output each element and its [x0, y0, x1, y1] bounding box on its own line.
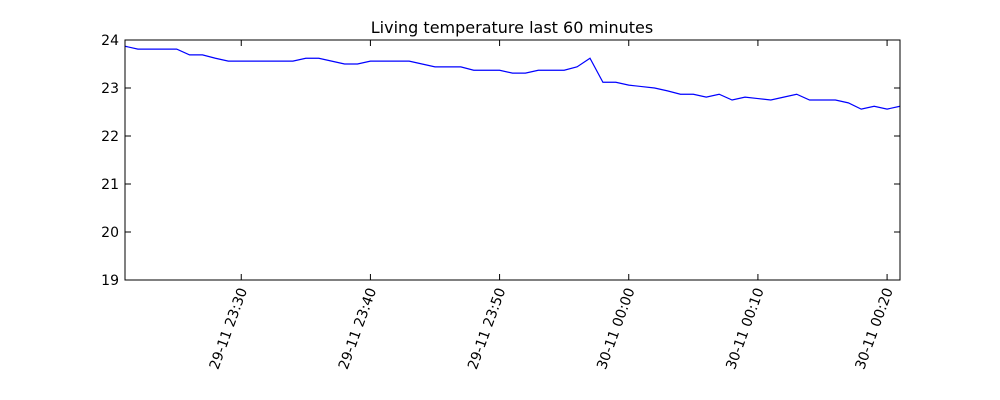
x-tick-label: 30-11 00:10 [723, 286, 767, 372]
x-tick-label: 30-11 00:00 [594, 286, 638, 372]
x-tick-label: 29-11 23:30 [207, 286, 251, 372]
y-tick-label: 22 [101, 129, 119, 145]
plot-frame [124, 39, 901, 281]
y-tick-label: 24 [101, 33, 119, 49]
y-tick-label: 23 [101, 81, 119, 97]
y-tick-label: 21 [101, 177, 119, 193]
x-tick-label: 29-11 23:50 [465, 286, 509, 372]
y-axis: 19 20 21 22 23 24 [101, 33, 900, 289]
y-tick-label: 19 [101, 273, 119, 289]
x-tick-label: 30-11 00:20 [853, 286, 897, 372]
x-axis: 29-11 23:30 29-11 23:40 29-11 23:50 30-11 0… [207, 40, 897, 372]
chart-title: Living temperature last 60 minutes [371, 18, 653, 37]
temperature-series-line [124, 45, 901, 110]
y-tick-label: 20 [101, 225, 119, 241]
x-tick-label: 29-11 23:40 [336, 286, 380, 372]
